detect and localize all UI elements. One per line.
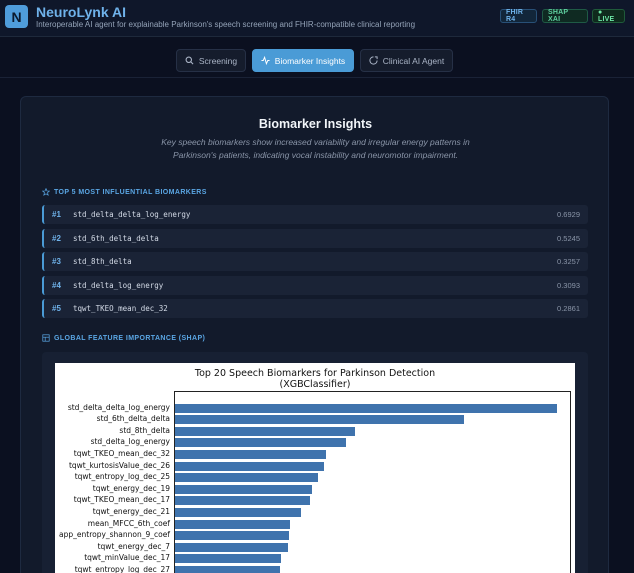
biomarker-rank: #4 [52, 281, 61, 290]
chart-bar [175, 531, 289, 541]
chart-bar [175, 519, 291, 529]
chart-title: Top 20 Speech Biomarkers for Parkinson D… [55, 368, 575, 390]
chart-bar [175, 542, 289, 552]
biomarker-rank: #3 [52, 257, 61, 266]
biomarker-value: 0.6929 [557, 210, 580, 219]
top-biomarkers-heading-label: TOP 5 MOST INFLUENTIAL BIOMARKERS [54, 188, 207, 196]
tab-biomarker-insights-label: Biomarker Insights [274, 55, 346, 66]
biomarker-value: 0.5245 [557, 234, 580, 243]
biomarker-name: std_8th_delta [73, 257, 132, 266]
tab-screening-label: Screening [198, 55, 238, 66]
chart-bar [175, 554, 282, 564]
search-icon [185, 56, 194, 65]
global-importance-heading-label: GLOBAL FEATURE IMPORTANCE (SHAP) [54, 334, 206, 342]
activity-icon [261, 56, 270, 65]
chart-bar [175, 484, 312, 494]
fhir-badge: FHIR R4 [500, 9, 537, 23]
chart-icon [42, 334, 50, 342]
biomarker-row: #4 std_delta_log_energy 0.3093 [42, 276, 588, 295]
chart-bar [175, 403, 558, 413]
tab-screening[interactable]: Screening [176, 49, 246, 72]
biomarker-name: tqwt_TKEO_mean_dec_32 [73, 304, 168, 313]
biomarker-rank: #1 [52, 210, 61, 219]
panel-description: Key speech biomarkers show increased var… [161, 137, 470, 160]
chart-y-tick-label: std_delta_delta_log_energy [67, 402, 170, 412]
biomarker-rank: #2 [52, 234, 61, 243]
chart-y-tick-label: tqwt_energy_dec_7 [97, 541, 170, 551]
chart-bar [175, 426, 355, 436]
chart-y-tick-label: tqwt_minValue_dec_17 [84, 553, 170, 563]
biomarker-rank: #5 [52, 304, 61, 313]
shap-badge: SHAP XAI [542, 9, 588, 23]
chart-y-tick-label: tqwt_entropy_log_dec_25 [74, 472, 170, 482]
tab-bar: Screening Biomarker Insights Clinical AI… [0, 38, 634, 78]
app-title: NeuroLynk AI [36, 4, 126, 20]
chart-bar [175, 507, 302, 517]
chart-y-tick-label: app_entropy_shannon_9_coef [59, 530, 170, 540]
biomarker-value: 0.3257 [557, 257, 580, 266]
chart-y-tick-label: tqwt_kurtosisValue_dec_26 [68, 460, 170, 470]
biomarker-value: 0.3093 [557, 281, 580, 290]
chart-bar [175, 449, 326, 459]
chart-y-tick-label: tqwt_TKEO_mean_dec_17 [73, 495, 170, 505]
chart-y-tick-label: tqwt_energy_dec_21 [92, 506, 170, 516]
live-badge: ● LIVE [592, 9, 625, 23]
chart-bar [175, 565, 281, 573]
shap-chart: Top 20 Speech Biomarkers for Parkinson D… [55, 363, 575, 573]
chart-bar [175, 415, 465, 425]
chart-y-tick-label: tqwt_entropy_log_dec_27 [74, 564, 170, 573]
biomarker-row: #2 std_6th_delta_delta 0.5245 [42, 229, 588, 248]
chart-y-tick-label: std_8th_delta [119, 425, 170, 435]
star-icon [42, 188, 50, 196]
tab-biomarker-insights[interactable]: Biomarker Insights [252, 49, 354, 72]
biomarker-name: std_delta_delta_log_energy [73, 210, 191, 219]
biomarker-name: std_6th_delta_delta [73, 234, 159, 243]
biomarker-row: #1 std_delta_delta_log_energy 0.6929 [42, 205, 588, 224]
chart-title-line-2: (XGBClassifier) [279, 379, 351, 390]
biomarker-row: #3 std_8th_delta 0.3257 [42, 252, 588, 271]
biomarker-value: 0.2861 [557, 304, 580, 313]
tab-clinical-ai-agent[interactable]: Clinical AI Agent [360, 49, 453, 72]
agent-icon [369, 56, 378, 65]
tab-clinical-ai-agent-label: Clinical AI Agent [382, 55, 445, 66]
global-importance-heading: GLOBAL FEATURE IMPORTANCE (SHAP) [42, 334, 205, 342]
chart-y-tick-label: tqwt_energy_dec_19 [92, 483, 170, 493]
chart-bar [175, 473, 319, 483]
app-header: N NeuroLynk AI Interoperable AI agent fo… [0, 0, 634, 37]
chart-bar [175, 496, 310, 506]
chart-title-line-1: Top 20 Speech Biomarkers for Parkinson D… [194, 368, 436, 379]
chart-y-tick-label: std_6th_delta_delta [96, 414, 170, 424]
panel-title: Biomarker Insights [258, 117, 373, 131]
chart-bar [175, 461, 325, 471]
chart-y-tick-label: mean_MFCC_6th_coef [87, 518, 170, 528]
app-logo: N [5, 5, 28, 28]
biomarker-name: std_delta_log_energy [73, 281, 164, 290]
chart-y-tick-label: tqwt_TKEO_mean_dec_32 [73, 448, 170, 458]
chart-y-tick-label: std_delta_log_energy [90, 437, 170, 447]
biomarker-row: #5 tqwt_TKEO_mean_dec_32 0.2861 [42, 299, 588, 318]
chart-bar [175, 438, 346, 448]
chart-plot-area [174, 391, 571, 573]
app-subtitle: Interoperable AI agent for explainable P… [36, 20, 416, 29]
top-biomarkers-heading: TOP 5 MOST INFLUENTIAL BIOMARKERS [42, 188, 207, 196]
